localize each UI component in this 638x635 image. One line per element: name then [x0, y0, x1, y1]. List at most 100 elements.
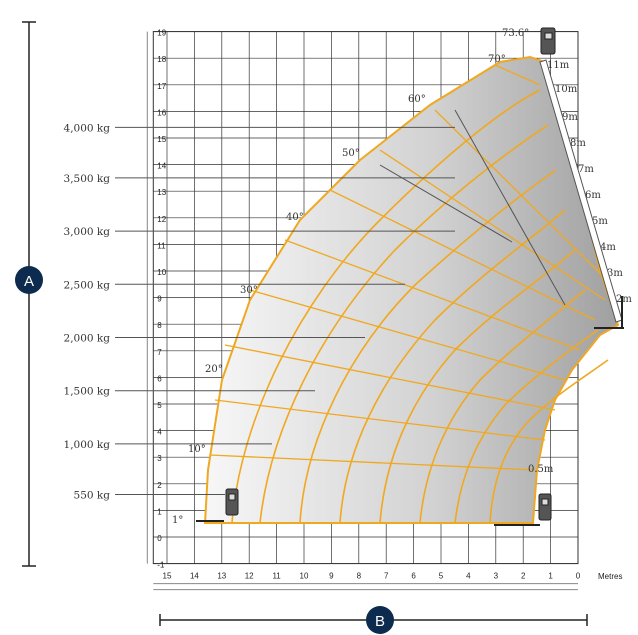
y-tick-label: 1 — [157, 507, 162, 516]
machine-icon-right — [538, 493, 552, 521]
x-tick-label: 6 — [411, 572, 416, 581]
x-tick-label: 5 — [439, 572, 444, 581]
y-tick-label: 9 — [157, 295, 162, 304]
angle-label: 20° — [205, 364, 223, 375]
angle-label: 73.6° — [502, 28, 529, 39]
y-tick-label: 19 — [157, 29, 166, 38]
y-tick-label: 14 — [157, 162, 166, 171]
angle-line — [284, 239, 581, 351]
extension-arc — [379, 249, 576, 524]
angle-line — [214, 399, 546, 441]
x-tick-label: 0 — [576, 572, 581, 581]
load-label: 2,000 kg — [64, 333, 111, 345]
extension-label: 3m — [607, 268, 623, 279]
y-tick-label: 10 — [157, 268, 166, 277]
extension-label: 10m — [555, 84, 578, 95]
angle-label: 1° — [172, 515, 183, 526]
y-tick-label: 0 — [157, 534, 162, 543]
y-tick-label: 7 — [157, 348, 162, 357]
angle-lines — [209, 64, 613, 471]
extension-arc — [231, 89, 541, 524]
angle-label: 70° — [488, 54, 506, 65]
extension-arc — [419, 289, 586, 524]
y-tick-label: 11 — [157, 241, 166, 250]
extension-arc — [299, 169, 557, 524]
angle-line — [329, 189, 596, 321]
x-tick-label: 2 — [521, 572, 526, 581]
angle-label: 10° — [188, 444, 206, 455]
y-tick-label: 15 — [157, 135, 166, 144]
y-tick-label: 5 — [157, 401, 162, 410]
load-label: 1,500 kg — [64, 386, 111, 398]
x-tick-label: 13 — [217, 572, 226, 581]
extension-label: 4m — [600, 242, 616, 253]
y-tick-label: 18 — [157, 55, 166, 64]
x-tick-label: 14 — [190, 572, 199, 581]
x-tick-label: 11 — [272, 572, 281, 581]
guide-line — [454, 109, 566, 306]
load-leader-lines — [115, 109, 566, 495]
load-label: 3,500 kg — [64, 173, 111, 185]
badge-a — [15, 266, 43, 294]
extension-arc — [339, 209, 566, 524]
x-tick-label: 12 — [245, 572, 254, 581]
x-tick-label: 3 — [494, 572, 499, 581]
x-tick-label: 15 — [163, 572, 172, 581]
forks-right — [594, 296, 624, 329]
angle-labels: 1° 10° 20° 30° 40° 50° 60° 70° 73.6° — [172, 28, 529, 526]
extension-label: 5m — [592, 216, 608, 227]
extension-label: 0.5m — [528, 464, 554, 475]
angle-line — [379, 149, 606, 301]
angle-line — [494, 64, 541, 86]
extension-arcs — [231, 89, 609, 524]
angle-line — [209, 454, 536, 471]
badge-b — [366, 606, 394, 634]
extension-arc — [259, 124, 549, 524]
x-tick-label: 7 — [384, 572, 389, 581]
load-label: 4,000 kg — [64, 122, 111, 134]
guide-line — [379, 164, 513, 243]
y-tick-label: 16 — [157, 108, 166, 117]
extension-label: 2m — [616, 294, 632, 305]
y-tick-label: 17 — [157, 82, 166, 91]
load-label: 3,000 kg — [64, 226, 111, 238]
y-tick-label: -1 — [157, 561, 165, 570]
y-tick-label: 6 — [157, 374, 162, 383]
load-label: 550 kg — [74, 489, 111, 501]
angle-label: 60° — [408, 94, 426, 105]
extension-label: 7m — [578, 164, 594, 175]
angle-line — [224, 344, 556, 411]
y-tick-label: 13 — [157, 188, 166, 197]
extension-arc — [489, 359, 609, 524]
badge-b-text: B — [375, 613, 385, 630]
y-tick-label: 2 — [157, 481, 162, 490]
extension-label: 9m — [562, 112, 578, 123]
x-tick-label: 8 — [357, 572, 362, 581]
angle-line — [434, 109, 613, 286]
load-label: 1,000 kg — [64, 439, 111, 451]
angle-label: 50° — [342, 148, 360, 159]
x-tick-label: 4 — [466, 572, 471, 581]
y-tick-label: 8 — [157, 321, 162, 330]
badge-a-text: A — [24, 273, 34, 290]
extension-label: 8m — [570, 138, 586, 149]
extension-labels: 11m 10m 9m 8m 7m 6m 5m 4m 3m 2m 0.5m — [528, 60, 632, 475]
load-label: 2,500 kg — [64, 279, 111, 291]
machine-icon-top — [540, 27, 556, 55]
y-tick-label: 3 — [157, 454, 162, 463]
angle-label: 40° — [286, 212, 304, 223]
y-tick-label: 12 — [157, 215, 166, 224]
y-tick-label: 4 — [157, 428, 162, 437]
machine-icon-left — [225, 488, 239, 516]
x-tick-label: 10 — [300, 572, 309, 581]
extension-label: 6m — [585, 190, 601, 201]
x-tick-label: 1 — [548, 572, 553, 581]
x-unit-label: Metres — [598, 572, 622, 581]
angle-line — [249, 289, 566, 381]
load-labels: 4,000 kg 3,500 kg 3,000 kg 2,500 kg 2,000 kg… — [64, 122, 111, 501]
extension-arc — [454, 329, 599, 524]
angle-label: 30° — [240, 285, 258, 296]
x-tick-labels: 15 14 13 12 11 10 9 8 7 6 5 4 3 2 1 0 — [163, 572, 581, 581]
